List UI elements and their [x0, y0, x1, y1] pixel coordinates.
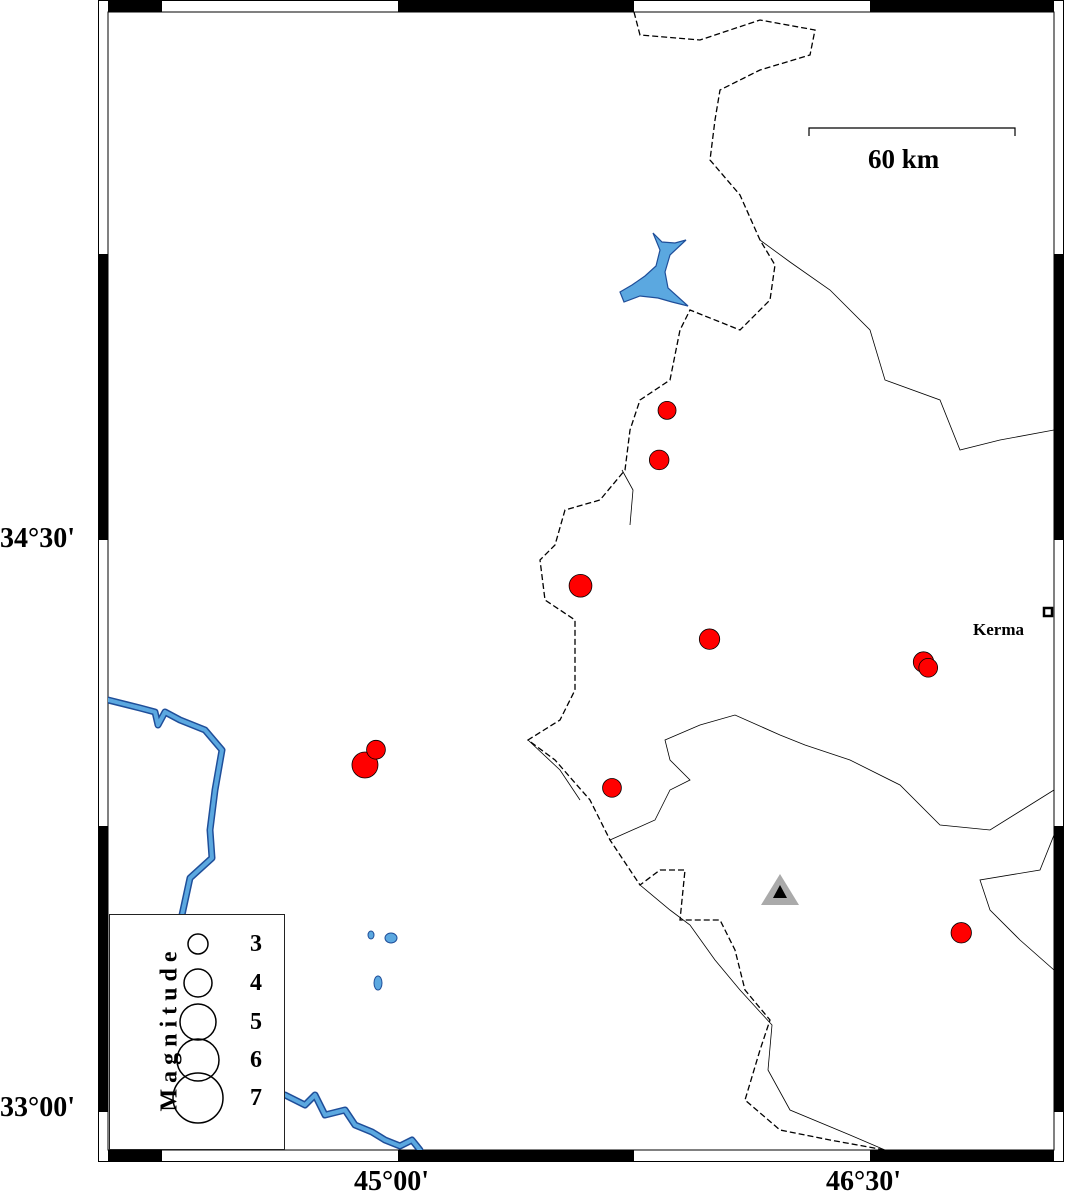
legend-circle	[172, 1072, 224, 1124]
city-label: Kerma	[973, 620, 1024, 639]
earthquake-event[interactable]	[351, 751, 379, 779]
legend-circle	[179, 1003, 217, 1041]
earthquake-event[interactable]	[648, 449, 670, 471]
earthquake-event[interactable]	[568, 573, 593, 598]
scale-bar-label: 60 km	[868, 144, 940, 174]
x-tick-label: 46°30'	[826, 1166, 901, 1197]
legend-label: 3	[250, 931, 262, 957]
outer-frame	[98, 0, 1064, 1162]
legend-circle	[187, 933, 209, 955]
earthquake-event[interactable]	[602, 778, 622, 798]
earthquake-event[interactable]	[366, 739, 386, 760]
legend-circle	[183, 968, 213, 998]
frame-ticks	[99, 1, 1063, 1161]
earthquake-event[interactable]	[657, 400, 677, 420]
legend-label: 5	[250, 1009, 262, 1035]
islands	[367, 930, 398, 991]
legend-label: 7	[250, 1085, 262, 1111]
y-tick-label: 34°30'	[0, 523, 75, 554]
lake	[619, 232, 689, 307]
earthquake-event[interactable]	[918, 657, 939, 678]
earthquake-event[interactable]	[698, 628, 721, 650]
city-square-icon	[1042, 606, 1054, 618]
legend-label: 6	[250, 1047, 262, 1073]
rivers	[108, 696, 424, 1150]
events-layer	[351, 400, 972, 944]
scale-bar	[808, 127, 1016, 136]
x-tick-label: 45°00'	[354, 1166, 429, 1197]
y-tick-label: 33°00'	[0, 1092, 75, 1123]
legend-label: 4	[250, 970, 262, 996]
legend-circle	[176, 1038, 220, 1082]
magnitude-legend: Magnitude 3 4 5 6 7	[109, 914, 285, 1150]
station-triangle-icon[interactable]	[773, 885, 787, 898]
earthquake-event[interactable]	[950, 922, 972, 944]
province-borders	[527, 239, 1054, 1150]
international-border	[526, 12, 886, 1150]
